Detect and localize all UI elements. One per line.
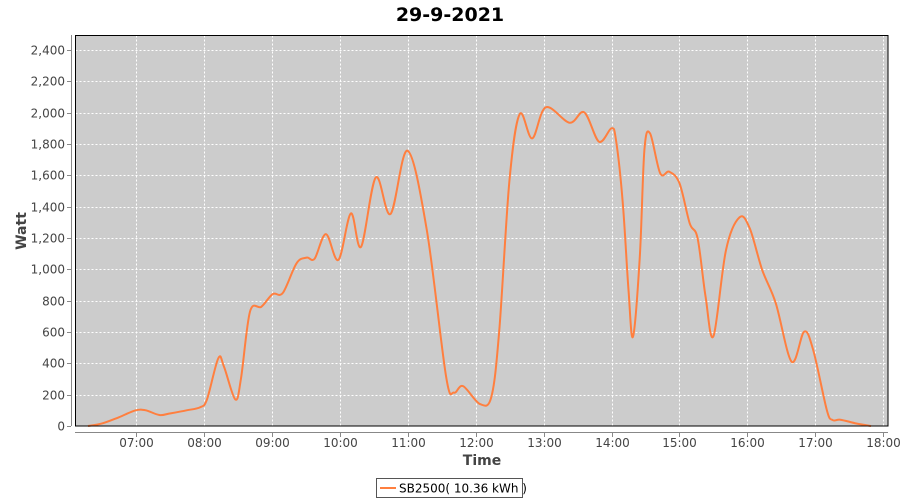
x-tick-label: 12:00 bbox=[459, 436, 494, 450]
legend-box bbox=[376, 478, 523, 498]
y-tick-label: 2,000 bbox=[31, 107, 65, 121]
x-tick-label: 08:00 bbox=[187, 436, 222, 450]
y-tick-label: 1,000 bbox=[31, 263, 65, 277]
chart-title: 29-9-2021 bbox=[396, 4, 504, 26]
x-axis-label: Time bbox=[463, 453, 501, 469]
x-tick-label: 18:00 bbox=[866, 436, 900, 450]
plot-area bbox=[75, 35, 888, 426]
y-axis-ticks: 0 200 400 600 800 1,000 1,200 1,400 1,600 1,800 2,… bbox=[31, 44, 71, 434]
series-line-sb2500 bbox=[87, 106, 872, 427]
y-tick-label: 2,200 bbox=[31, 75, 65, 89]
x-tick-label: 16:00 bbox=[730, 436, 765, 450]
y-tick-label: 1,600 bbox=[31, 169, 65, 183]
y-tick-label: 400 bbox=[42, 357, 65, 371]
y-tick-label: 2,400 bbox=[31, 44, 65, 58]
x-tick-label: 14:00 bbox=[595, 436, 630, 450]
y-tick-label: 1,800 bbox=[31, 138, 65, 152]
x-tick-label: 17:00 bbox=[798, 436, 833, 450]
legend-entry: SB2500( 10.36 kWh ) bbox=[399, 482, 527, 496]
x-axis-ticks: 07:00 08:00 09:00 10:00 11:00 12:00 13:00 14:00… bbox=[119, 433, 900, 450]
y-tick-label: 600 bbox=[42, 326, 65, 340]
y-tick-label: 1,400 bbox=[31, 201, 65, 215]
y-axis-label: Watt bbox=[14, 212, 30, 250]
x-tick-label: 09:00 bbox=[255, 436, 290, 450]
x-tick-label: 15:00 bbox=[662, 436, 697, 450]
y-tick-label: 0 bbox=[57, 420, 65, 434]
x-tick-label: 07:00 bbox=[119, 436, 154, 450]
y-tick-label: 800 bbox=[42, 295, 65, 309]
legend: SB2500( 10.36 kWh ) bbox=[376, 478, 527, 498]
y-tick-label: 200 bbox=[42, 389, 65, 403]
x-tick-label: 13:00 bbox=[527, 436, 562, 450]
x-tick-label: 11:00 bbox=[391, 436, 426, 450]
plot-border bbox=[75, 35, 889, 427]
x-tick-label: 10:00 bbox=[323, 436, 358, 450]
y-tick-label: 1,200 bbox=[31, 232, 65, 246]
